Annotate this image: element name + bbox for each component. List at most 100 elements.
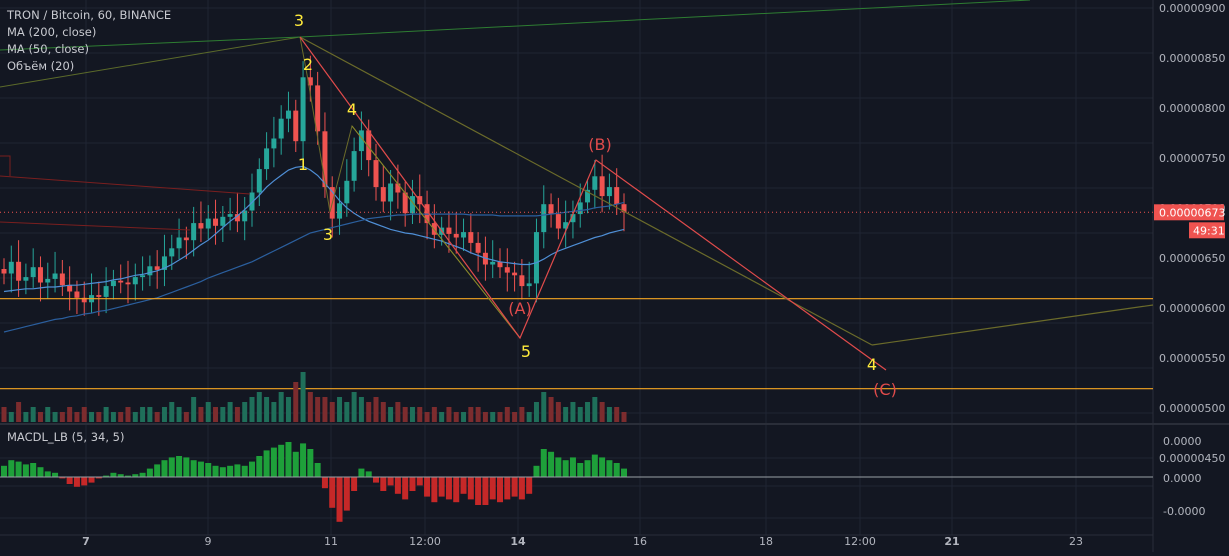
candle-body <box>300 77 306 142</box>
volume-bar <box>183 412 189 422</box>
trend-lines <box>0 0 1154 346</box>
macd-bar <box>540 449 547 477</box>
wave-label-red: (C) <box>873 380 897 399</box>
candle-body <box>555 214 561 229</box>
legend-ma50[interactable]: MA (50, close) <box>7 42 89 56</box>
volume-bar <box>213 407 219 422</box>
candle-body <box>132 277 138 285</box>
volume-bar <box>621 412 627 422</box>
time-tick-label: 12:00 <box>409 535 441 548</box>
price-tick-label: 0.00000450 <box>1159 452 1225 465</box>
macd-bar <box>453 477 460 503</box>
time-tick-label: 11 <box>324 535 338 548</box>
macd-bar <box>482 477 489 505</box>
time-tick-label: 23 <box>1069 535 1083 548</box>
candle-body <box>577 202 583 215</box>
macd-bar <box>205 463 212 477</box>
macd-bar <box>577 463 584 477</box>
macd-bar <box>569 457 576 477</box>
macd-legend[interactable]: MACDL_LB (5, 34, 5) <box>7 430 125 444</box>
volume-bar <box>388 407 394 422</box>
candle-body <box>599 176 605 197</box>
macd-bar <box>621 468 627 477</box>
volume-bar <box>1 407 7 422</box>
macd-bar <box>219 467 226 477</box>
volume-bar <box>337 397 343 422</box>
candle-body <box>337 203 343 219</box>
volume-bar <box>118 412 124 422</box>
volume-bar <box>89 412 95 422</box>
volume-bar <box>125 407 131 422</box>
volume-bar <box>548 397 554 422</box>
candle-body <box>322 131 328 188</box>
macd-tick-label: 0.0000 <box>1163 435 1202 448</box>
volume-bar <box>315 397 321 422</box>
candle-body <box>176 237 182 249</box>
macd-bar <box>394 477 401 494</box>
candle-body <box>227 214 233 217</box>
candle-body <box>96 295 102 297</box>
volume-bar <box>198 407 204 422</box>
legend-symbol[interactable]: TRON / Bitcoin, 60, BINANCE <box>7 8 172 22</box>
macd-tick-label: -0.0000 <box>1163 505 1205 518</box>
macd-bar <box>336 477 343 522</box>
candle-body <box>110 280 116 287</box>
volume-bar <box>490 412 496 422</box>
volume-bar <box>264 397 270 422</box>
volume-bar <box>52 412 58 422</box>
candle-body <box>541 204 547 233</box>
candle-body <box>373 160 379 188</box>
macd-bar <box>81 477 88 486</box>
candle-body <box>52 273 58 279</box>
macd-bar <box>103 475 110 477</box>
macd-bar <box>73 477 80 487</box>
candle-body <box>147 266 153 276</box>
macd-bar <box>117 474 124 477</box>
candle-body <box>16 261 22 281</box>
legend-ma200[interactable]: MA (200, close) <box>7 25 97 39</box>
volume-bar <box>307 392 313 422</box>
macd-bar <box>66 477 73 484</box>
candle-body <box>366 130 372 161</box>
macd-bar <box>300 443 307 477</box>
legend-volume[interactable]: Объём (20) <box>7 59 75 73</box>
volume-bar <box>96 412 102 422</box>
macd-bar <box>599 457 606 477</box>
volume-bar <box>278 392 284 422</box>
macd-bar <box>562 460 569 477</box>
candle-body <box>198 223 204 229</box>
wave-label-yellow: 1 <box>298 155 308 174</box>
macd-bar <box>365 471 372 477</box>
candle-body <box>220 216 226 226</box>
volume-bar <box>366 402 372 422</box>
macd-bar <box>197 461 204 477</box>
volume-bar <box>526 412 532 422</box>
volume-bar <box>409 407 415 422</box>
volume-bar <box>110 412 116 422</box>
candle-body <box>504 267 510 273</box>
volume-bar <box>59 412 65 422</box>
volume-bar <box>555 402 561 422</box>
macd-bar <box>416 477 423 486</box>
macd-bar <box>1 465 7 477</box>
wave-label-yellow: 4 <box>867 355 877 374</box>
macd-tick-label: 0.0000 <box>1163 472 1202 485</box>
candle-body <box>249 192 255 211</box>
volume-bar <box>234 407 240 422</box>
macd-bar <box>438 477 445 497</box>
volume-bar <box>81 407 87 422</box>
wave-label-yellow: 3 <box>323 225 333 244</box>
volume-bar <box>424 412 430 422</box>
macd-bar <box>511 477 518 497</box>
macd-bar <box>387 477 394 486</box>
candle-body <box>388 183 394 202</box>
candle-body <box>213 218 219 226</box>
macd-bar <box>234 464 241 477</box>
candle-body <box>380 187 386 202</box>
macd-bar <box>227 465 234 477</box>
candle-body <box>512 272 518 276</box>
countdown-label: 49:31 <box>1193 224 1225 237</box>
macd-bar <box>351 477 358 491</box>
